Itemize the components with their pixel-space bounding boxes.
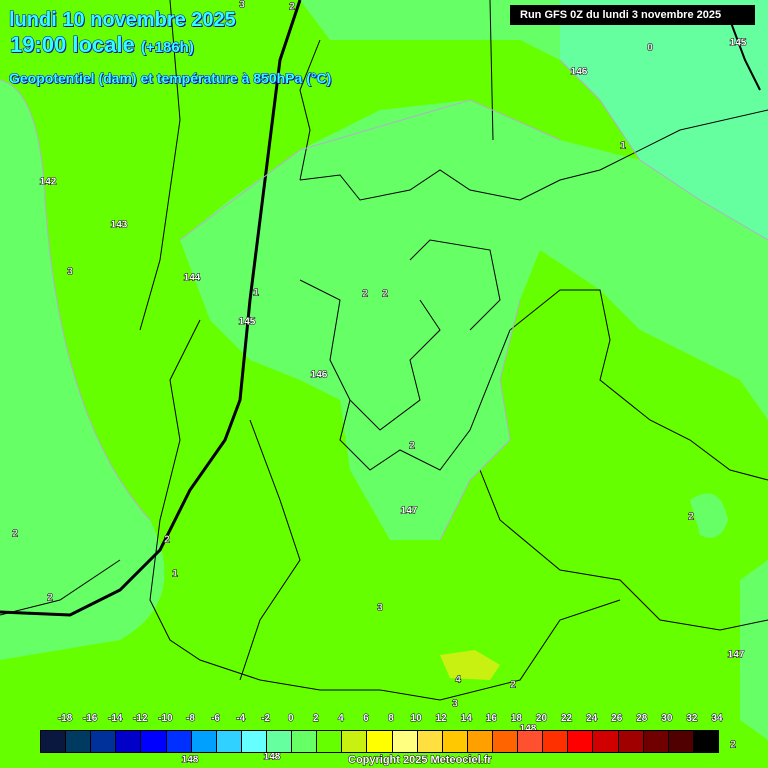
legend-tick: 4	[338, 713, 344, 725]
legend-tick: 2	[313, 713, 319, 725]
legend-tick: 14	[460, 713, 472, 725]
isoline-label: 145	[238, 316, 256, 328]
legend-tick: -6	[211, 713, 221, 725]
isoline-label: 144	[183, 272, 201, 284]
legend-tick: 28	[636, 713, 648, 725]
temp-label: 2	[47, 592, 53, 604]
temp-label: 1	[253, 287, 259, 299]
temp-label: 0	[647, 42, 653, 54]
legend-swatch	[593, 731, 619, 752]
legend-swatch	[643, 731, 669, 752]
legend-swatch	[442, 731, 468, 752]
lead-time: (+186h)	[140, 39, 194, 57]
isoline-label: 143	[110, 219, 128, 231]
isoline-label: 146	[310, 369, 328, 381]
legend-swatch	[693, 731, 718, 752]
legend-tick: 24	[586, 713, 598, 725]
legend-swatch	[216, 731, 242, 752]
legend-swatch	[492, 731, 519, 752]
copyright: Copyright 2025 Meteociel.fr	[348, 754, 493, 767]
legend-swatch	[668, 731, 694, 752]
legend-swatch	[41, 731, 67, 752]
legend-swatch	[518, 731, 544, 752]
legend-tick: 6	[363, 713, 369, 725]
temp-label: 2	[12, 528, 18, 540]
legend-tick: -12	[133, 713, 148, 725]
local-time: 19:00 locale	[10, 32, 136, 58]
temp-label: 2	[289, 1, 295, 13]
forecast-time: 19:00 locale (+186h)	[10, 32, 195, 58]
legend-swatch	[116, 731, 142, 752]
legend-tick: 0	[287, 713, 294, 725]
legend-tick: 30	[661, 713, 673, 725]
isoline-label: 145	[729, 37, 747, 49]
temp-label: 4	[455, 674, 461, 686]
legend-tick: -2	[261, 713, 271, 725]
legend-tick: 22	[560, 713, 573, 725]
temp-label: 3	[67, 266, 73, 278]
legend-tick: 18	[510, 713, 522, 725]
legend-swatch	[266, 731, 293, 752]
temp-label: 3	[377, 602, 383, 614]
temperature-fill	[0, 0, 768, 740]
legend-tick: 12	[435, 713, 447, 725]
legend-swatch	[342, 731, 368, 752]
temp-label: 2	[409, 440, 415, 452]
legend-swatch	[543, 731, 569, 752]
legend-swatch	[467, 731, 493, 752]
temp-label: 2	[730, 739, 736, 751]
legend-swatch	[141, 731, 167, 752]
temp-label: 3	[239, 0, 245, 11]
legend-tick: -16	[82, 713, 98, 725]
legend-tick: 32	[686, 713, 698, 725]
isoline-label: 147	[727, 649, 745, 661]
legend-swatch	[417, 731, 443, 752]
isoline-label: 142	[39, 176, 57, 188]
legend-swatch	[618, 731, 644, 752]
legend-swatch	[91, 731, 117, 752]
legend-swatch	[292, 731, 318, 752]
legend-tick: 8	[388, 713, 394, 725]
legend-swatch	[66, 731, 92, 752]
temperature-isolines	[0, 59, 768, 541]
temp-label: 1	[172, 568, 178, 580]
legend-tick: -4	[236, 713, 246, 725]
temp-label: 2	[362, 288, 368, 300]
color-legend	[40, 730, 719, 753]
legend-swatch	[568, 731, 594, 752]
borders	[0, 0, 768, 701]
legend-swatch	[392, 731, 418, 752]
legend-tick: 16	[485, 713, 497, 725]
legend-tick: -14	[107, 713, 123, 725]
geopotential-isolines	[0, 0, 761, 617]
isoline-label: 147	[400, 505, 418, 517]
legend-swatch	[367, 731, 393, 752]
legend-tick: -10	[158, 713, 173, 725]
temp-label: 1	[620, 140, 626, 152]
isoline-label: 148	[181, 754, 199, 766]
legend-tick: 26	[611, 713, 623, 725]
legend-tick: 34	[711, 713, 723, 725]
legend-swatch	[166, 731, 192, 752]
isoline-label: 148	[263, 751, 281, 763]
legend-tick: 10	[410, 713, 422, 725]
model-run-label: Run GFS 0Z du lundi 3 novembre 2025	[510, 5, 755, 25]
temp-label: 3	[452, 698, 458, 710]
legend-swatch	[241, 731, 267, 752]
parameter-title: Geopotentiel (dam) et température à 850h…	[8, 70, 332, 87]
legend-swatch	[191, 731, 217, 752]
legend-swatch	[317, 731, 343, 752]
legend-tick: -8	[185, 713, 195, 725]
temp-label: 2	[510, 679, 516, 691]
temp-label: 2	[382, 288, 388, 300]
legend-ticks: -18 -16 -14 -12 -10 -8 -6 -4 -2 0 2 4 6 8 10 12 14 16 18 20…	[40, 713, 723, 727]
isoline-label: 146	[570, 66, 588, 78]
legend-tick: 20	[535, 713, 548, 725]
forecast-date: lundi 10 novembre 2025	[9, 9, 237, 32]
temp-label: 2	[164, 534, 170, 546]
legend-tick: -18	[57, 713, 73, 725]
temp-label: 2	[688, 511, 694, 523]
